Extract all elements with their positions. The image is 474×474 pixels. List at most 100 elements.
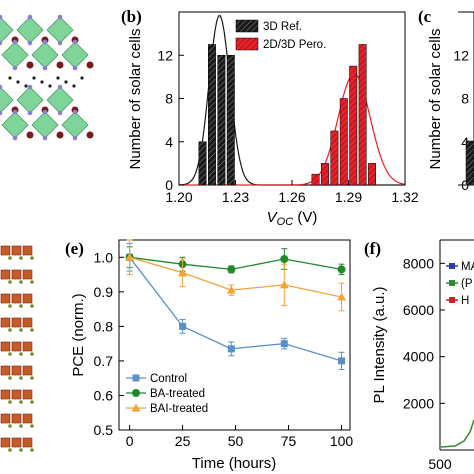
halide-atom — [57, 110, 63, 116]
chart-e-x-tick-label: 25 — [175, 433, 191, 449]
chart-e-marker-triangle — [337, 292, 347, 301]
chart-e-series-line — [129, 256, 342, 362]
lattice-block — [0, 365, 11, 376]
chart-b-x-axis-title-main: V — [267, 209, 279, 226]
lattice-block — [11, 437, 22, 448]
chart-e-y-tick-label: 0.9 — [94, 284, 114, 300]
lattice-block — [11, 413, 22, 424]
lattice-block — [22, 317, 33, 328]
octahedron-shape — [61, 111, 89, 139]
halide-atom — [27, 14, 33, 20]
lattice-atom — [30, 352, 34, 356]
lattice-atom — [8, 280, 12, 284]
chart-e-legend-label: BA-treated — [150, 388, 205, 400]
chart-f-x-ticks: 500 — [428, 456, 452, 472]
halide-atom — [12, 39, 18, 45]
lattice-block — [0, 269, 11, 280]
panel-label-b: (b) — [121, 7, 142, 26]
chart-e-x-tick-label: 75 — [281, 433, 297, 449]
halide-atom — [42, 39, 48, 45]
chart-e-x-tick-label: 100 — [330, 433, 354, 449]
lattice-atom — [19, 352, 23, 356]
crystal-structure-illustration-d — [0, 245, 34, 452]
lattice-atom — [30, 280, 34, 284]
lattice-atom — [8, 304, 12, 308]
chart-e-frame — [118, 239, 351, 431]
chart-f-legend-label: (P — [461, 278, 473, 290]
chart-e-legend: Control BA-treated BAI-treated — [126, 373, 208, 415]
lattice-atom — [8, 376, 12, 380]
chart-e-marker-square — [280, 340, 288, 348]
chart-e-pce-stability: 0.5 0.6 0.7 0.8 0.9 1.0 0 25 50 75 100 PCE (norm.… — [70, 239, 354, 472]
lattice-block — [11, 293, 22, 304]
halide-atom — [27, 84, 33, 90]
halide-atom — [57, 84, 63, 90]
lattice-block — [0, 245, 11, 256]
chart-f-y-ticks: 2000 4000 6000 8000 — [403, 255, 445, 411]
chart-e-x-ticks: 0 25 50 75 100 — [126, 425, 354, 449]
chart-f-pl-intensity: 2000 4000 6000 8000 500 PL Intensity (a.u.)… — [371, 239, 474, 472]
lattice-block — [22, 413, 33, 424]
panel-label-c: (c — [418, 7, 432, 26]
octahedron-shape — [46, 86, 74, 114]
chart-f-y-tick-label: 8000 — [403, 255, 434, 271]
chart-b-legend-label-pero: 2D/3D Pero. — [263, 39, 326, 51]
lattice-atom — [19, 448, 23, 452]
chart-b-bar — [321, 163, 329, 186]
halide-atom — [12, 65, 18, 71]
octahedron-shape — [46, 16, 74, 44]
lattice-atom — [8, 256, 12, 260]
octahedron-shape — [31, 111, 59, 139]
chart-c-y-tick-label: 8 — [461, 91, 469, 107]
chart-e-y-tick-label: 0.7 — [94, 353, 114, 369]
chart-b-bar — [358, 44, 367, 186]
halide-atom — [72, 65, 78, 71]
lattice-atom — [8, 328, 12, 332]
halide-atom — [0, 110, 3, 116]
chart-e-legend-label: BAI-treated — [150, 403, 208, 415]
chart-f-legend-label: MA — [461, 261, 474, 273]
chart-b-x-tick-label: 1.20 — [165, 189, 192, 205]
chart-f-legend-marker — [449, 280, 455, 286]
organic-spacer-atom — [56, 76, 60, 80]
organic-spacer-atom — [24, 84, 28, 88]
halide-atom — [27, 40, 33, 46]
organic-spacer-atom — [16, 80, 20, 84]
chart-c-y-tick-label: 0 — [461, 177, 469, 193]
octahedron-shape — [0, 16, 14, 44]
chart-b-bars — [198, 44, 377, 186]
cation-atom — [56, 61, 64, 69]
lattice-atom — [19, 400, 23, 404]
organic-spacer-atom — [64, 80, 68, 84]
chart-c-y-axis-title: Number of solar cells — [427, 29, 444, 170]
chart-c-partial: 0 4 8 12 Number of solar cells — [427, 11, 474, 193]
chart-b-bar — [349, 65, 358, 186]
cation-atom — [56, 131, 64, 139]
organic-spacer-atom — [80, 76, 84, 80]
chart-b-legend-swatch-pero — [235, 37, 259, 51]
lattice-atom — [8, 400, 12, 404]
octahedron-shape — [1, 111, 29, 139]
chart-f-y-tick-label: 2000 — [403, 395, 434, 411]
lattice-atom — [19, 280, 23, 284]
chart-b-y-tick-label: 4 — [165, 134, 173, 150]
chart-b-x-tick-label: 1.32 — [391, 189, 418, 205]
chart-c-y-tick-label: 12 — [453, 47, 469, 63]
octahedron-shape — [61, 41, 89, 69]
lattice-block — [0, 437, 11, 448]
chart-e-marker-triangle — [131, 403, 141, 412]
halide-atom — [0, 14, 3, 20]
chart-e-series — [125, 239, 347, 371]
organic-spacer-atom — [32, 76, 36, 80]
lattice-atom — [30, 328, 34, 332]
lattice-block — [22, 365, 33, 376]
chart-e-series-line — [129, 256, 342, 271]
chart-e-marker-circle — [337, 265, 346, 274]
chart-e-marker-triangle — [178, 268, 188, 277]
chart-f-y-tick-label: 6000 — [403, 302, 434, 318]
chart-b-voc-histogram: 0 4 8 12 1.20 1.23 1.26 1.29 1.32 Number of sol… — [127, 11, 419, 228]
lattice-block — [11, 317, 22, 328]
halide-atom — [0, 84, 3, 90]
chart-e-legend-label: Control — [150, 373, 187, 385]
